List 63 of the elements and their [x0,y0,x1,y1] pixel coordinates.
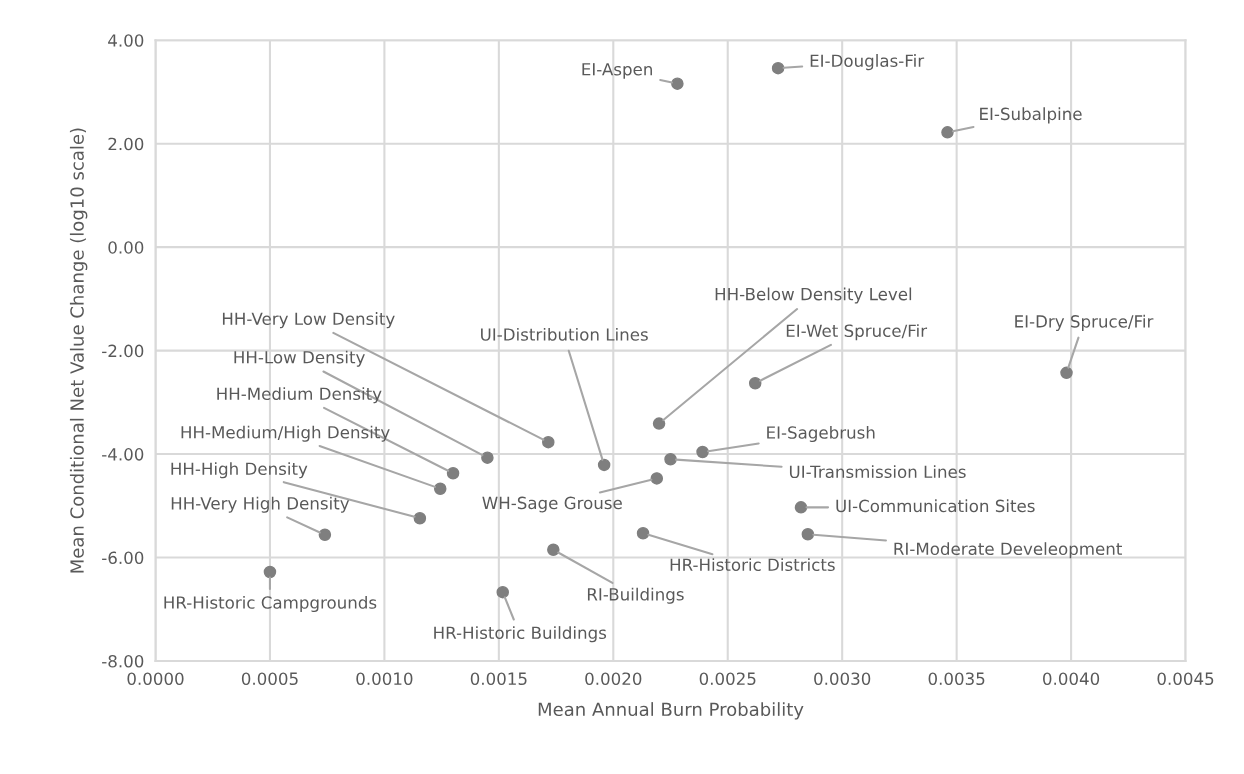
x-tick-label: 0.0025 [699,672,756,686]
annotation: HH-Very Low Density [222,312,395,329]
point [547,543,560,557]
x-tick-label: 0.0035 [928,672,985,686]
annotation: EI-Dry Spruce/Fir [1015,314,1154,331]
annotation: RI-Moderate Develeopment [894,542,1122,559]
point [1060,366,1073,380]
annotation: HR-Historic Campgrounds [164,595,377,613]
x-tick-label: 0.0020 [585,672,642,686]
point [446,466,460,480]
x-tick-label: 0.0005 [241,672,298,686]
annotation: HH-Low Density [234,350,365,367]
y-tick-label: -2.00 [102,344,144,358]
y-tick-label: -4.00 [102,448,144,461]
annotation: UI-Communication Sites [836,499,1035,513]
x-tick-label: 0.0010 [356,672,413,686]
annotation: EI-Sagebrush [767,425,875,443]
point [650,472,664,485]
y-axis-title: Mean Conditional Net Value Change (log10 scale) [69,128,88,573]
y-tick-label: -6.00 [102,551,144,565]
point [671,77,684,90]
point [801,528,815,541]
annotation: EI-Wet Spruce/Fir [786,324,928,341]
x-tick-label: 0.0045 [1157,672,1214,686]
annotation: HH-Very High Density [171,496,350,513]
point [597,458,611,472]
annotation: HH-Medium Density [217,387,382,404]
annotation: EI-Douglas-Fir [810,54,925,71]
point [652,417,666,430]
point [696,445,709,459]
point [496,585,509,599]
annotation: HH-High Density [171,462,308,479]
point [542,435,555,449]
point [413,511,427,525]
annotation: EI-Subalpine [980,107,1082,124]
annotation: UI-Distribution Lines [481,327,648,341]
annotation: HR-Historic Buildings [434,626,607,643]
point [664,453,677,466]
y-tick-label: 0.00 [108,241,144,254]
annotation: EI-Aspen [582,63,652,79]
point [771,61,785,75]
annotation: RI-Buildings [587,587,684,604]
x-tick-label: 0.0040 [1043,672,1100,686]
x-tick-label: 0.0000 [127,672,184,686]
point [794,501,808,514]
y-tick-label: -8.00 [102,654,144,668]
x-tick-label: 0.0030 [814,672,871,686]
y-tick-label: 4.00 [108,34,144,47]
point [263,565,277,579]
x-axis-title: Mean Annual Burn Probability [538,702,804,720]
point [941,126,954,139]
point [433,482,447,495]
point [636,526,650,540]
annotation: HH-Below Density Level [715,287,912,304]
annotation: HR-Historic Districts [670,558,835,572]
y-tick-label: 2.00 [108,137,144,151]
point [748,376,762,390]
annotation: UI-Transmission Lines [789,465,966,479]
point [318,528,332,542]
annotation: WH-Sage Grouse [482,496,622,513]
annotation: HH-Medium/High Density [181,425,390,442]
x-tick-label: 0.0015 [470,672,527,686]
point [481,451,494,464]
